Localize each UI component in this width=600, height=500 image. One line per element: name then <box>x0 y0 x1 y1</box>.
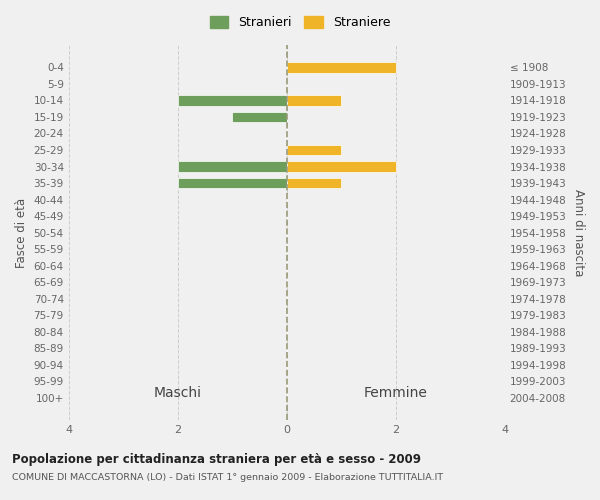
Bar <box>178 95 287 106</box>
Bar <box>287 161 396 172</box>
Bar <box>287 178 341 188</box>
Y-axis label: Anni di nascita: Anni di nascita <box>572 189 585 276</box>
Text: Maschi: Maschi <box>154 386 202 400</box>
Text: Popolazione per cittadinanza straniera per età e sesso - 2009: Popolazione per cittadinanza straniera p… <box>12 452 421 466</box>
Bar <box>287 62 396 73</box>
Text: Femmine: Femmine <box>364 386 428 400</box>
Legend: Stranieri, Straniere: Stranieri, Straniere <box>205 11 395 34</box>
Bar <box>287 95 341 106</box>
Bar <box>178 161 287 172</box>
Bar <box>178 178 287 188</box>
Bar <box>232 112 287 122</box>
Bar <box>287 144 341 156</box>
Text: COMUNE DI MACCASTORNA (LO) - Dati ISTAT 1° gennaio 2009 - Elaborazione TUTTITALI: COMUNE DI MACCASTORNA (LO) - Dati ISTAT … <box>12 472 443 482</box>
Y-axis label: Fasce di età: Fasce di età <box>15 198 28 268</box>
